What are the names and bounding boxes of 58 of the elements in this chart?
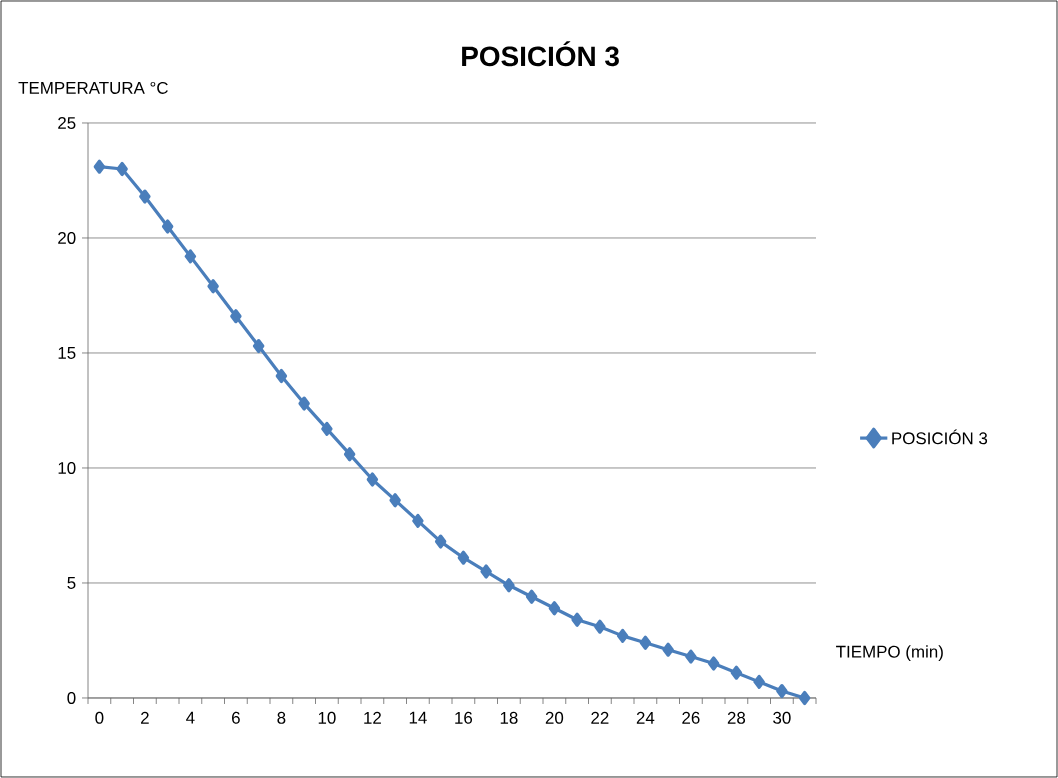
x-tick-label: 26 [682, 711, 700, 724]
point [366, 472, 379, 487]
point [571, 612, 583, 627]
point [116, 161, 128, 177]
point [298, 396, 310, 411]
point [321, 421, 333, 436]
y-tick-label: 20 [58, 231, 76, 244]
point [776, 683, 788, 699]
point [184, 249, 197, 264]
point [230, 309, 242, 324]
y-tick-label: 10 [58, 461, 76, 474]
point [616, 628, 629, 643]
point [707, 656, 720, 671]
y-axis-title: TEMPERATURA °C [18, 81, 168, 94]
y-tick-label: 25 [58, 116, 76, 129]
x-tick-label: 12 [364, 711, 381, 724]
point [207, 279, 219, 294]
point [139, 189, 151, 204]
x-tick-label: 18 [500, 711, 518, 724]
point [503, 578, 515, 593]
point [798, 690, 811, 706]
x-tick-label: 24 [636, 711, 655, 724]
point [252, 338, 265, 354]
x-tick-label: 30 [773, 711, 791, 724]
y-tick-label: 0 [67, 691, 76, 704]
point [457, 550, 470, 565]
point [93, 159, 106, 174]
x-tick-label: 2 [141, 711, 149, 724]
point [434, 534, 447, 549]
point [343, 447, 356, 462]
x-tick-label: 6 [232, 711, 240, 724]
point [753, 674, 765, 689]
x-tick-label: 22 [591, 711, 609, 724]
x-tick-label: 14 [409, 711, 427, 724]
point [412, 513, 424, 528]
x-tick-label: 28 [727, 711, 746, 724]
x-tick-label: 0 [95, 711, 104, 724]
legend-label: POSICIÓN 3 [892, 429, 988, 445]
y-tick-label: 5 [67, 577, 76, 589]
x-tick-label: 8 [277, 711, 286, 724]
x-tick-label: 4 [186, 711, 195, 724]
point [662, 642, 674, 657]
x-axis-title: TIEMPO (min) [836, 645, 943, 662]
x-tick-label: 20 [545, 711, 564, 724]
point [480, 564, 492, 579]
x-tick-label: 16 [455, 711, 473, 724]
point [548, 601, 561, 616]
point [161, 219, 174, 234]
point [685, 649, 697, 664]
point [639, 635, 652, 650]
point [594, 619, 606, 634]
point [389, 493, 401, 508]
x-tick-label: 10 [318, 711, 336, 724]
point [275, 368, 288, 384]
point [730, 665, 743, 680]
y-tick-label: 15 [58, 347, 76, 359]
chart-title: POSICIÓN 3 [462, 41, 619, 67]
point [525, 589, 538, 604]
